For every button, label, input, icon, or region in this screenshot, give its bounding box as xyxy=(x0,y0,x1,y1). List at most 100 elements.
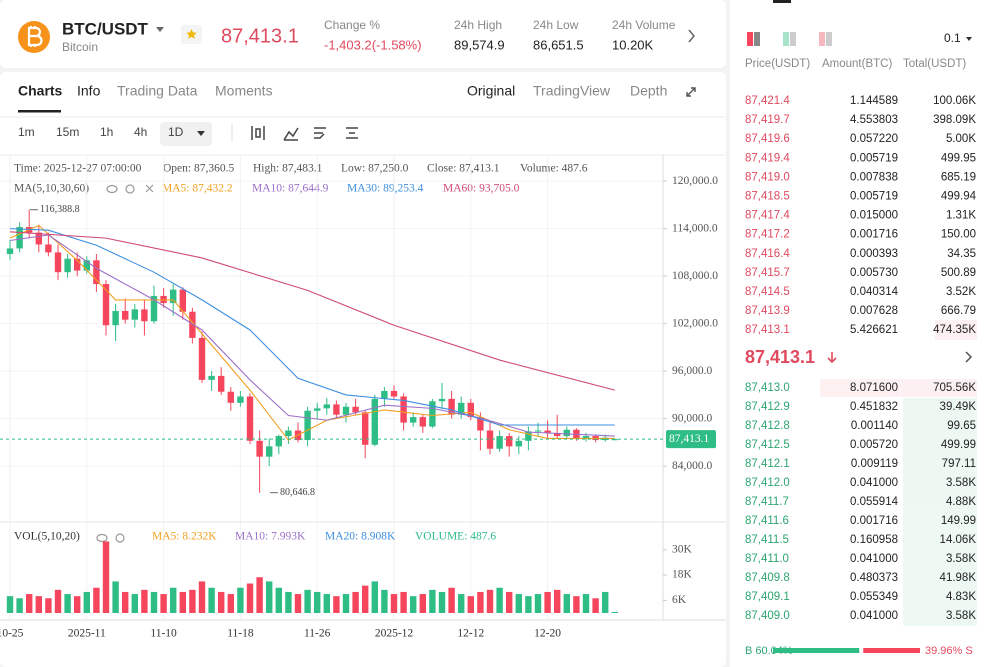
x-tick-label: 2025-11 xyxy=(68,628,106,640)
bids-total: 149.99 xyxy=(941,515,976,527)
candle-body xyxy=(256,440,263,457)
bids-price[interactable]: 87,412.1 xyxy=(745,458,790,470)
bids-price[interactable]: 87,411.5 xyxy=(745,534,789,546)
interval[interactable]: 1h xyxy=(100,125,113,139)
bids-price[interactable]: 87,409.0 xyxy=(745,610,790,622)
volume-tick-label: 30K xyxy=(672,543,693,555)
asks-price[interactable]: 87,415.7 xyxy=(745,267,790,279)
asks-amount: 0.005719 xyxy=(850,191,898,203)
candle-body xyxy=(429,401,436,427)
ohlc-info: Open: 87,360.5 xyxy=(163,163,234,175)
y-tick-label: 84,000.0 xyxy=(672,460,713,472)
asks-price[interactable]: 87,421.4 xyxy=(745,95,790,107)
bids-price[interactable]: 87,411.7 xyxy=(745,496,789,508)
x-tick-label: 12-12 xyxy=(457,628,484,640)
asks-price[interactable]: 87,413.1 xyxy=(745,324,790,336)
interval[interactable]: 4h xyxy=(134,125,147,139)
bids-price[interactable]: 87,409.1 xyxy=(745,591,790,603)
candle-body xyxy=(342,406,350,415)
step-select[interactable]: 0.1 xyxy=(944,31,961,45)
volume-bar xyxy=(285,591,292,613)
bids-amount: 0.160958 xyxy=(850,534,898,546)
asks-price[interactable]: 87,414.5 xyxy=(745,286,790,298)
view-tab[interactable]: Depth xyxy=(630,83,667,99)
volume-bar xyxy=(237,587,244,613)
asks-total: 3.52K xyxy=(946,286,976,298)
volume-bar xyxy=(45,598,52,613)
volume-bar xyxy=(160,594,167,613)
bids-price[interactable]: 87,413.0 xyxy=(745,382,790,394)
ohlc-info: High: 87,483.1 xyxy=(253,163,323,175)
candle-body xyxy=(170,289,177,304)
volume-bar xyxy=(563,594,570,613)
asks-price[interactable]: 87,419.0 xyxy=(745,171,790,183)
legend-icons[interactable] xyxy=(96,184,154,543)
y-tick-label: 120,000.0 xyxy=(672,175,718,187)
volume-bar xyxy=(170,587,177,613)
star-icon xyxy=(186,29,197,39)
asks-price[interactable]: 87,413.9 xyxy=(745,305,790,317)
asks-price[interactable]: 87,418.5 xyxy=(745,191,790,203)
bids-price[interactable]: 87,412.8 xyxy=(745,420,790,432)
volume-bar xyxy=(534,594,542,613)
candle-body xyxy=(554,432,561,437)
candle-body xyxy=(285,430,292,437)
symbol[interactable]: BTC/USDT xyxy=(62,19,149,38)
tab[interactable]: Info xyxy=(77,83,101,99)
coin-name: Bitcoin xyxy=(62,40,98,54)
asks-amount: 0.007628 xyxy=(850,305,898,317)
interval-dropdown[interactable] xyxy=(197,131,205,136)
view-tab[interactable]: TradingView xyxy=(533,83,611,99)
bids-price[interactable]: 87,412.5 xyxy=(745,439,790,451)
candle-body xyxy=(467,402,474,418)
bids-price[interactable]: 87,412.0 xyxy=(745,477,790,489)
bids-price[interactable]: 87,412.9 xyxy=(745,401,790,413)
asks-amount: 5.426621 xyxy=(850,324,898,336)
sell-bar xyxy=(863,648,920,653)
asks-total: 34.35 xyxy=(947,248,976,260)
bids-amount: 0.055914 xyxy=(850,496,899,508)
volume-bar xyxy=(611,611,618,613)
bids-price[interactable]: 87,411.6 xyxy=(745,515,789,527)
stat-label: 24h Low xyxy=(533,18,579,32)
tab[interactable]: Moments xyxy=(215,83,273,99)
volume-bar xyxy=(26,594,33,613)
candle-body xyxy=(198,337,206,380)
y-tick-label: 96,000.0 xyxy=(672,365,713,377)
bids-price[interactable]: 87,409.8 xyxy=(745,572,790,584)
buy-ratio: B 60.04% xyxy=(745,645,793,657)
x-tick-label: 11-10 xyxy=(150,628,177,640)
asks-total: 500.89 xyxy=(941,267,976,279)
tab[interactable]: Charts xyxy=(18,83,63,99)
symbol-dropdown[interactable] xyxy=(156,27,164,32)
x-tick-label: 10-25 xyxy=(0,628,24,640)
asks-price[interactable]: 87,416.4 xyxy=(745,248,790,260)
candle-body xyxy=(390,390,398,397)
asks-price[interactable]: 87,417.2 xyxy=(745,229,790,241)
interval[interactable]: 1m xyxy=(18,125,35,139)
x-tick-label: 2025-12 xyxy=(375,628,414,640)
ohlc-info: Time: 2025-12-27 07:00:00 xyxy=(14,163,142,175)
asks-price[interactable]: 87,417.4 xyxy=(745,210,790,222)
asks-price[interactable]: 87,419.4 xyxy=(745,152,790,164)
tab[interactable]: Trading Data xyxy=(117,83,198,99)
asks-price[interactable]: 87,419.6 xyxy=(745,133,790,145)
volume-bar xyxy=(506,591,513,613)
bid-depth-shading xyxy=(820,320,977,626)
bids-price[interactable]: 87,411.0 xyxy=(745,553,789,565)
interval[interactable]: 1D xyxy=(168,125,184,139)
interval[interactable]: 15m xyxy=(56,125,79,139)
stats-next[interactable] xyxy=(688,29,695,43)
fullscreen-icon[interactable] xyxy=(686,87,696,97)
order-book-icons[interactable] xyxy=(747,32,973,363)
toolbar-icons[interactable] xyxy=(251,126,358,141)
view-tab[interactable]: Original xyxy=(467,83,515,99)
bids-amount: 0.480373 xyxy=(850,572,898,584)
asks-price[interactable]: 87,419.7 xyxy=(745,114,790,126)
volume-bar xyxy=(429,589,436,613)
candle-body xyxy=(304,410,311,441)
col-head: Price(USDT) xyxy=(745,58,810,70)
stat-value: 89,574.9 xyxy=(454,37,505,52)
mid-arrow xyxy=(827,352,837,364)
